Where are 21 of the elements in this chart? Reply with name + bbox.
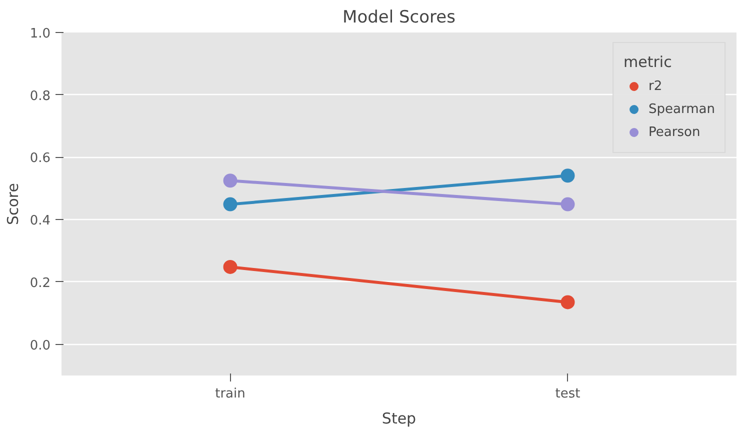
legend-label: r2 [648,78,664,94]
y-tick-label: 0.2 [30,276,51,291]
x-tick-label: train [215,386,246,402]
point [223,197,238,212]
chart-title: Model Scores [342,8,456,28]
point [223,260,238,274]
point [560,197,575,212]
x-tick-label: test [555,386,580,402]
y-tick-label: 0.4 [30,214,51,229]
legend-label: Pearson [648,124,700,140]
y-axis-title: Score [4,182,22,226]
legend-title: metric [624,53,673,71]
y-tick-label: 1.0 [30,26,51,42]
point [560,168,575,183]
point [223,174,238,188]
legend-label: Spearman [648,102,715,116]
y-tick-label: 0.6 [30,151,51,166]
x-axis-title: Step [382,410,416,428]
y-tick-label: 0.0 [30,338,51,354]
point [560,295,575,310]
y-tick-label: 0.8 [30,88,51,104]
